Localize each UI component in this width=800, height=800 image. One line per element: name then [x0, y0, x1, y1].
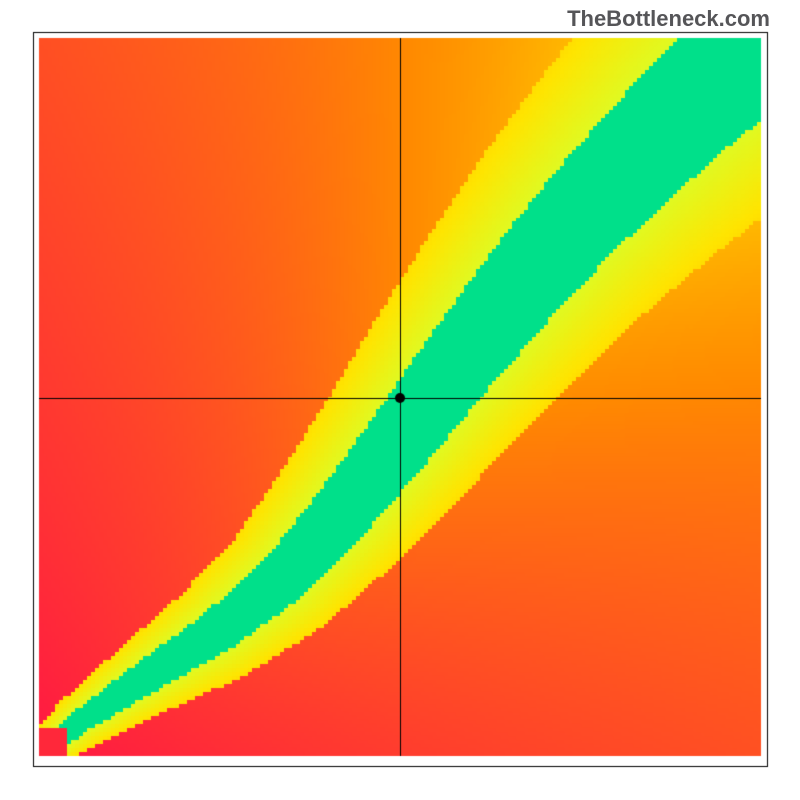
bottleneck-heatmap: [0, 0, 800, 800]
chart-container: TheBottleneck.com: [0, 0, 800, 800]
watermark-text: TheBottleneck.com: [567, 6, 770, 32]
